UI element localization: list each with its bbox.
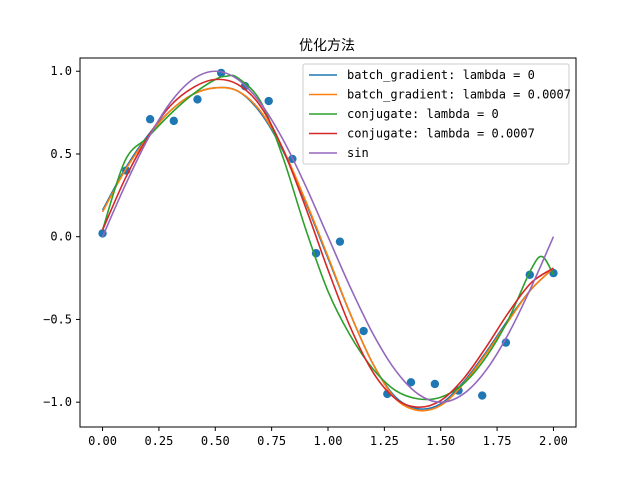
x-tick-label: 1.50 [426,434,455,448]
scatter-point [478,391,487,400]
scatter-point [501,338,511,347]
scatter-point [406,378,416,387]
x-tick-label: 0.00 [88,434,117,448]
series-line-2 [101,74,555,401]
chart-title: 优化方法 [299,38,355,54]
scatter-point [264,96,273,106]
legend-box [302,63,570,165]
x-tick-label: 0.25 [144,434,173,448]
axes-frame [79,57,577,428]
x-tick-label: 2.00 [539,434,568,448]
x-tick-label: 1.25 [370,434,399,448]
scatter-point [359,326,368,336]
y-tick-label: −0.5 [43,312,72,326]
scatter-point [193,95,202,104]
legend-label: conjugate: lambda = 0.0007 [347,127,535,141]
series-line-4 [101,70,555,403]
scatter-point [169,116,178,126]
plot-area [98,68,558,412]
scatter-point [430,379,440,389]
x-tick-label: 0.75 [257,434,286,448]
scatter-point [335,237,345,246]
scatter-point [145,115,155,124]
legend: batch_gradient: lambda = 0 batch_gradient… [302,63,571,165]
series-line-1 [101,86,555,412]
x-tick-label: 1.00 [314,434,343,448]
y-tick-label: −1.0 [43,395,72,409]
y-tick-label: 1.0 [50,64,72,78]
y-axis: −1.0 −0.5 0.0 0.5 1.0 [43,64,80,409]
y-tick-label: 0.0 [50,230,72,244]
legend-label: conjugate: lambda = 0 [347,107,499,121]
legend-label: batch_gradient: lambda = 0.0007 [347,88,571,102]
y-tick-label: 0.5 [50,147,72,161]
legend-label: batch_gradient: lambda = 0 [347,68,535,82]
legend-label: sin [347,146,369,160]
series-line-3 [101,78,554,408]
x-tick-label: 1.75 [483,434,512,448]
x-axis: 0.00 0.25 0.50 0.75 1.00 1.25 1.50 1.75 2.00 [88,427,568,448]
x-tick-label: 0.50 [201,434,230,448]
